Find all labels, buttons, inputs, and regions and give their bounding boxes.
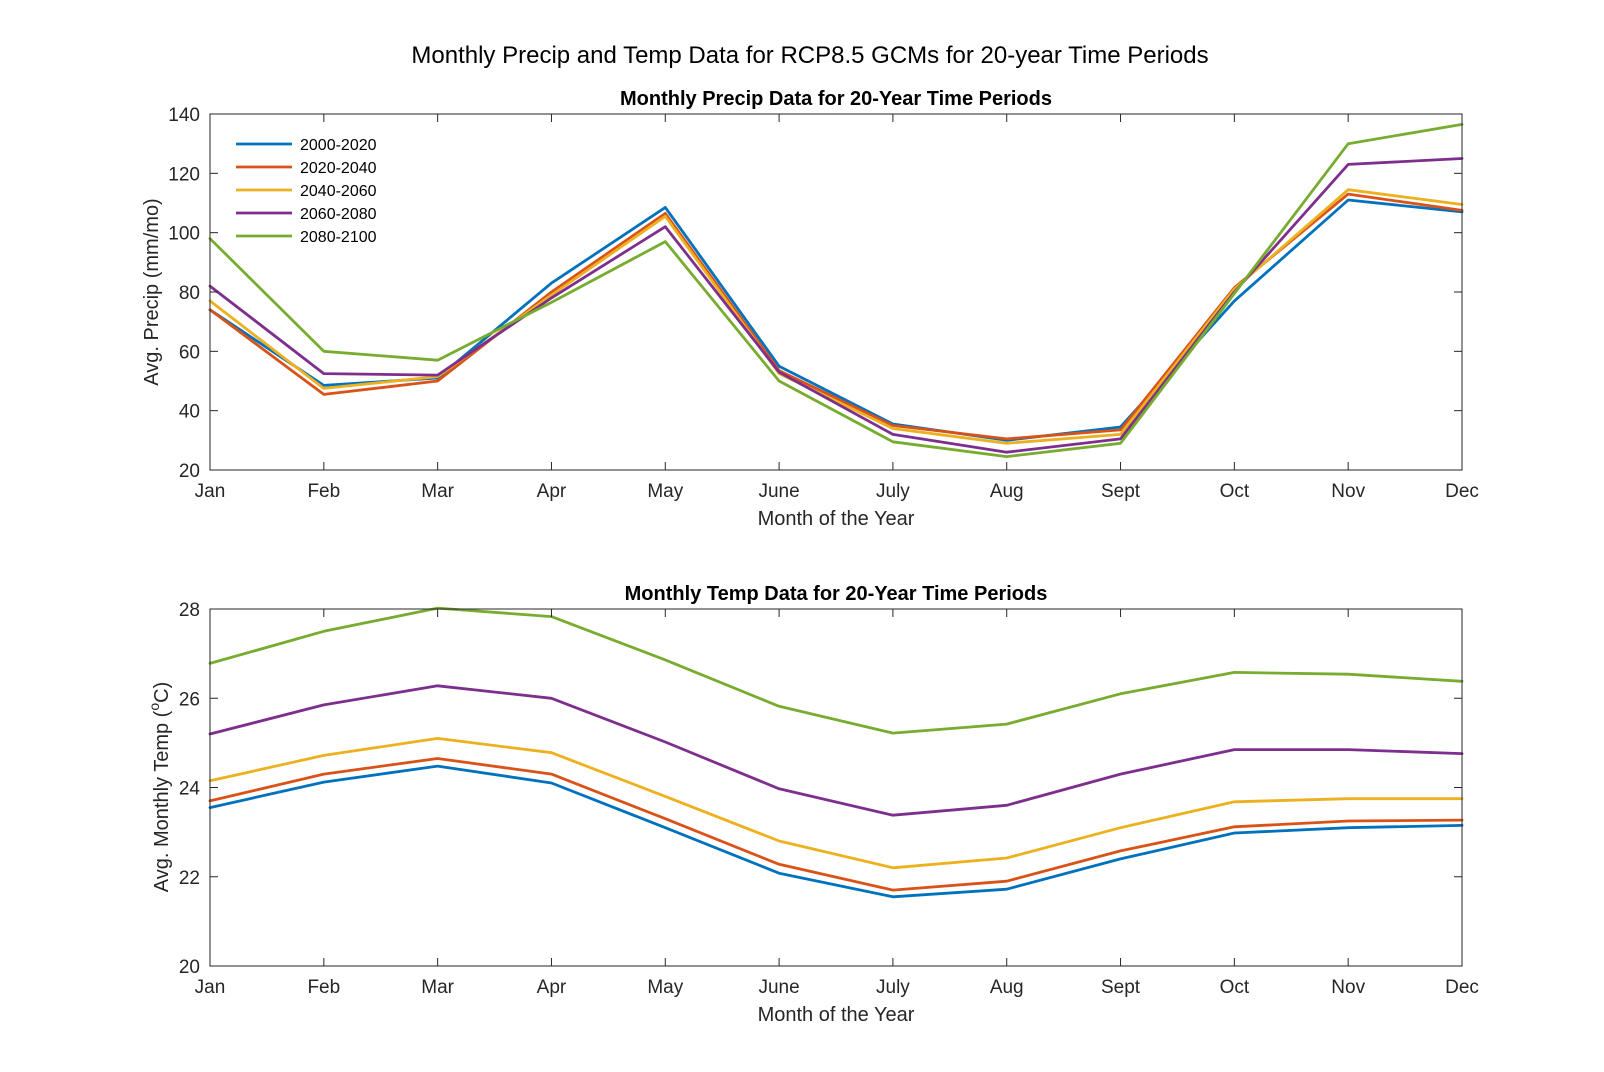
temp-plot-area (210, 609, 1462, 966)
temp-x-axis-label: Month of the Year (758, 1004, 915, 1026)
temp-x-tick-label: Aug (990, 977, 1024, 998)
temp-x-tick-label: Jan (195, 977, 226, 998)
figure-title: Monthly Precip and Temp Data for RCP8.5 … (411, 42, 1208, 69)
precip-x-tick-label: June (758, 481, 799, 502)
precip-y-tick-label: 140 (168, 105, 200, 126)
precip-y-tick-label: 60 (179, 342, 200, 363)
precip-x-axis-label: Month of the Year (758, 508, 915, 530)
precip-x-tick-label: May (647, 481, 683, 502)
precip-x-tick-label: Feb (307, 481, 340, 502)
temp-x-tick-label: July (876, 977, 910, 998)
precip-y-tick-label: 20 (179, 461, 200, 482)
precip-legend-label: 2000-2020 (300, 137, 377, 154)
precip-series-group (208, 123, 1464, 459)
temp-series-group (208, 606, 1464, 899)
precip-x-tick-label: Apr (537, 481, 567, 502)
temp-x-tick-label: Nov (1331, 977, 1365, 998)
temp-y-axis-label: Avg. Monthly Temp (oC) (146, 682, 173, 892)
temp-x-tick-label: Apr (537, 977, 567, 998)
temp-x-tick-label: Oct (1220, 977, 1250, 998)
precip-x-tick-label: Aug (990, 481, 1024, 502)
precip-legend-label: 2040-2060 (300, 183, 377, 200)
precip-x-tick-label: Mar (421, 481, 454, 502)
precip-x-tick-label: Jan (195, 481, 226, 502)
temp-series-line-2040-2060 (208, 737, 1464, 870)
temp-x-tick-label: Mar (421, 977, 454, 998)
precip-subplot: Monthly Precip Data for 20-Year Time Per… (141, 88, 1479, 530)
precip-x-tick-label: Dec (1445, 481, 1479, 502)
precip-legend-label: 2080-2100 (300, 229, 377, 246)
temp-x-tick-label: June (758, 977, 799, 998)
temp-y-axis-label-main: Avg. Monthly Temp ( (151, 710, 173, 892)
precip-x-tick-label: Oct (1220, 481, 1250, 502)
temp-x-tick-label: Sept (1101, 977, 1141, 998)
temp-subplot: Monthly Temp Data for 20-Year Time Perio… (146, 583, 1479, 1026)
precip-y-tick-label: 40 (179, 402, 200, 423)
temp-x-tick-label: May (647, 977, 683, 998)
temp-y-tick-label: 24 (179, 779, 201, 800)
temp-y-tick-label: 26 (179, 689, 200, 710)
temp-series-line-2000-2020 (208, 764, 1464, 899)
temp-series-line-2060-2080 (208, 684, 1464, 817)
temp-y-axis-label-end: C) (151, 682, 173, 703)
temp-series-line-2080-2100 (208, 606, 1464, 735)
precip-legend: 2000-2020 2020-2040 2040-2060 2060-2080 2080… (236, 137, 377, 246)
precip-y-axis-label: Avg. Precip (mm/mo) (141, 198, 163, 385)
precip-legend-label: 2060-2080 (300, 206, 377, 223)
precip-x-tick-label: July (876, 481, 910, 502)
precip-series-line-2080-2100 (208, 123, 1464, 459)
temp-series-line-2020-2040 (208, 757, 1464, 892)
temp-chart-title: Monthly Temp Data for 20-Year Time Perio… (625, 583, 1048, 605)
temp-x-tick-label: Feb (307, 977, 340, 998)
temp-y-tick-label: 28 (179, 600, 200, 621)
temp-y-tick-label: 22 (179, 868, 200, 889)
precip-y-tick-label: 100 (168, 224, 200, 245)
precip-x-tick-label: Sept (1101, 481, 1141, 502)
precip-x-tick-label: Nov (1331, 481, 1365, 502)
precip-ticks: Jan Feb Mar Apr May June July Aug Sept Oct Nov Dec 2… (168, 105, 1479, 502)
precip-legend-label: 2020-2040 (300, 160, 377, 177)
precip-chart-title: Monthly Precip Data for 20-Year Time Per… (620, 88, 1052, 110)
precip-y-tick-label: 120 (168, 164, 200, 185)
precip-y-tick-label: 80 (179, 283, 200, 304)
temp-ticks: Jan Feb Mar Apr May June July Aug Sept Oct Nov Dec 2… (179, 600, 1479, 998)
temp-y-tick-label: 20 (179, 957, 200, 978)
temp-x-tick-label: Dec (1445, 977, 1479, 998)
precip-plot-area (210, 114, 1462, 470)
temp-y-axis-label-superscript: o (146, 703, 162, 711)
